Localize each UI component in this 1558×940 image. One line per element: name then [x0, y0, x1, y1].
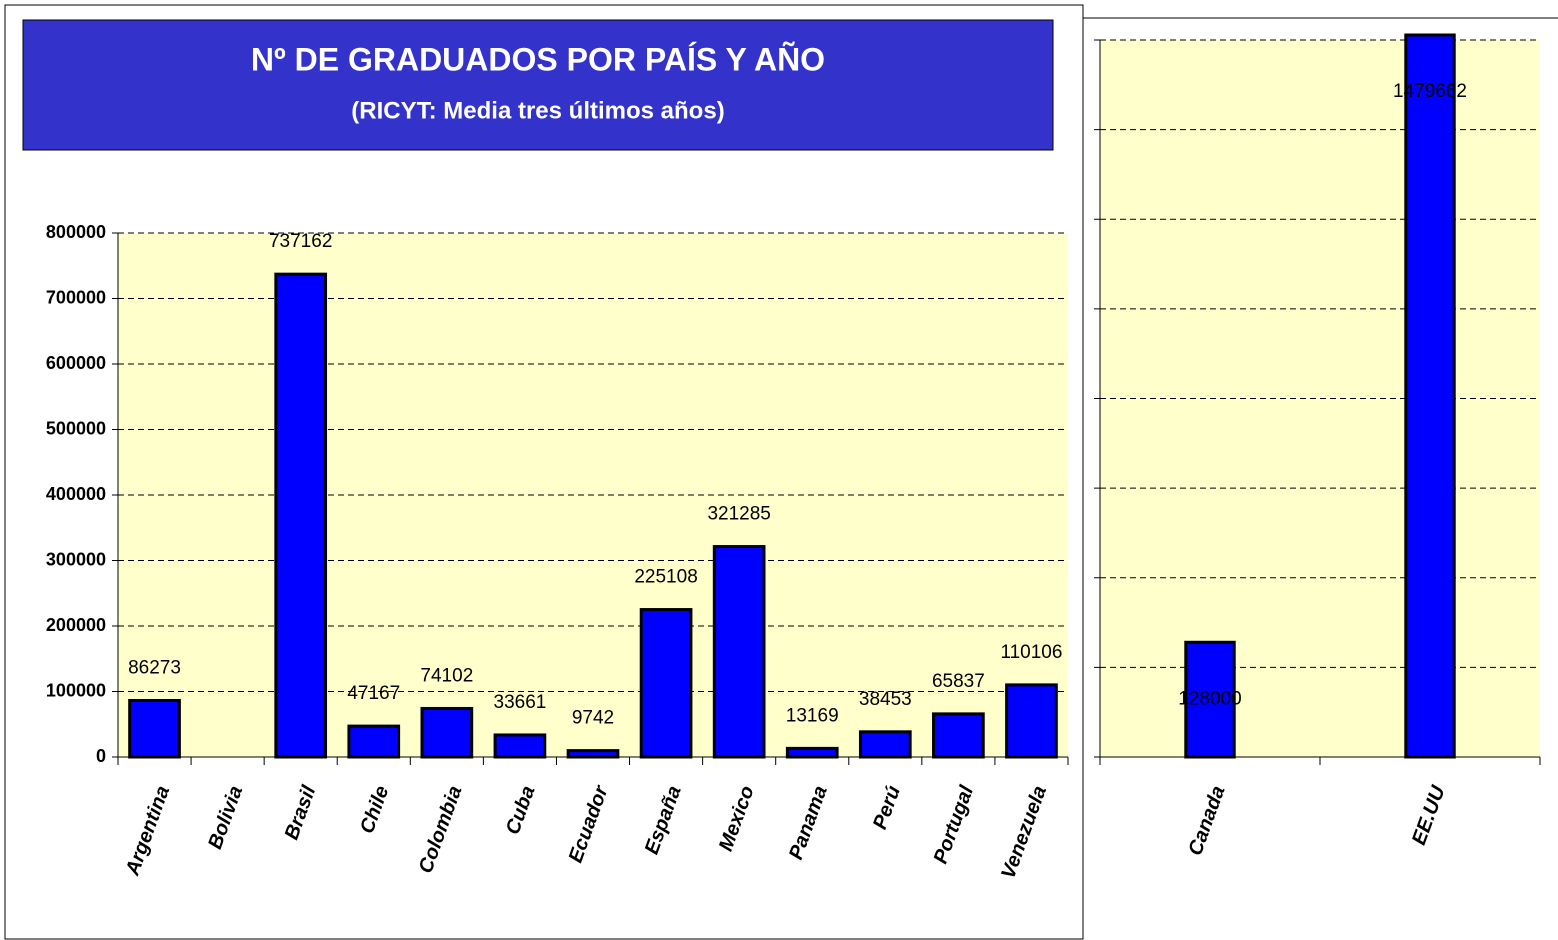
- y-tick-label: 400000: [46, 484, 106, 504]
- value-label: 38453: [859, 689, 912, 710]
- value-label: 65837: [932, 671, 985, 692]
- chart-subtitle: (RICYT: Media tres últimos años): [351, 97, 724, 124]
- x-tick-label: Canada: [1184, 783, 1229, 858]
- bar: [932, 712, 985, 759]
- bar: [493, 733, 547, 759]
- value-label: 1479662: [1393, 81, 1467, 102]
- y-tick-label: 300000: [46, 549, 106, 569]
- value-label: 9742: [572, 708, 614, 729]
- bar: [1184, 640, 1236, 759]
- bar: [858, 730, 912, 759]
- bar: [274, 272, 328, 759]
- bar: [347, 724, 401, 759]
- y-tick-label: 500000: [46, 418, 106, 438]
- title-box: [22, 19, 1054, 151]
- y-tick-label: 600000: [46, 353, 106, 373]
- bar: [566, 749, 620, 759]
- y-tick-label: 200000: [46, 615, 106, 635]
- chart-title: Nº DE GRADUADOS POR PAÍS Y AÑO: [251, 41, 825, 77]
- x-tick-label: EE.UU: [1408, 782, 1450, 847]
- value-label: 737162: [269, 231, 332, 252]
- value-label: 47167: [347, 683, 400, 704]
- value-label: 321285: [707, 504, 770, 525]
- value-label: 74102: [420, 665, 473, 686]
- y-tick-label: 700000: [46, 287, 106, 307]
- bar: [639, 608, 693, 759]
- value-label: 33661: [494, 692, 547, 713]
- value-label: 225108: [634, 567, 697, 588]
- y-tick-label: 0: [96, 746, 106, 766]
- bar: [420, 706, 474, 759]
- bar: [1005, 683, 1058, 759]
- value-label: 128000: [1178, 688, 1241, 709]
- bar: [712, 545, 766, 759]
- value-label: 110106: [1000, 642, 1062, 663]
- value-label: 13169: [786, 705, 839, 726]
- y-tick-label: 800000: [46, 222, 106, 242]
- y-tick-label: 100000: [46, 680, 106, 700]
- value-label: 86273: [128, 658, 181, 679]
- bar: [1404, 33, 1456, 759]
- bar: [128, 698, 181, 759]
- bar: [785, 746, 839, 759]
